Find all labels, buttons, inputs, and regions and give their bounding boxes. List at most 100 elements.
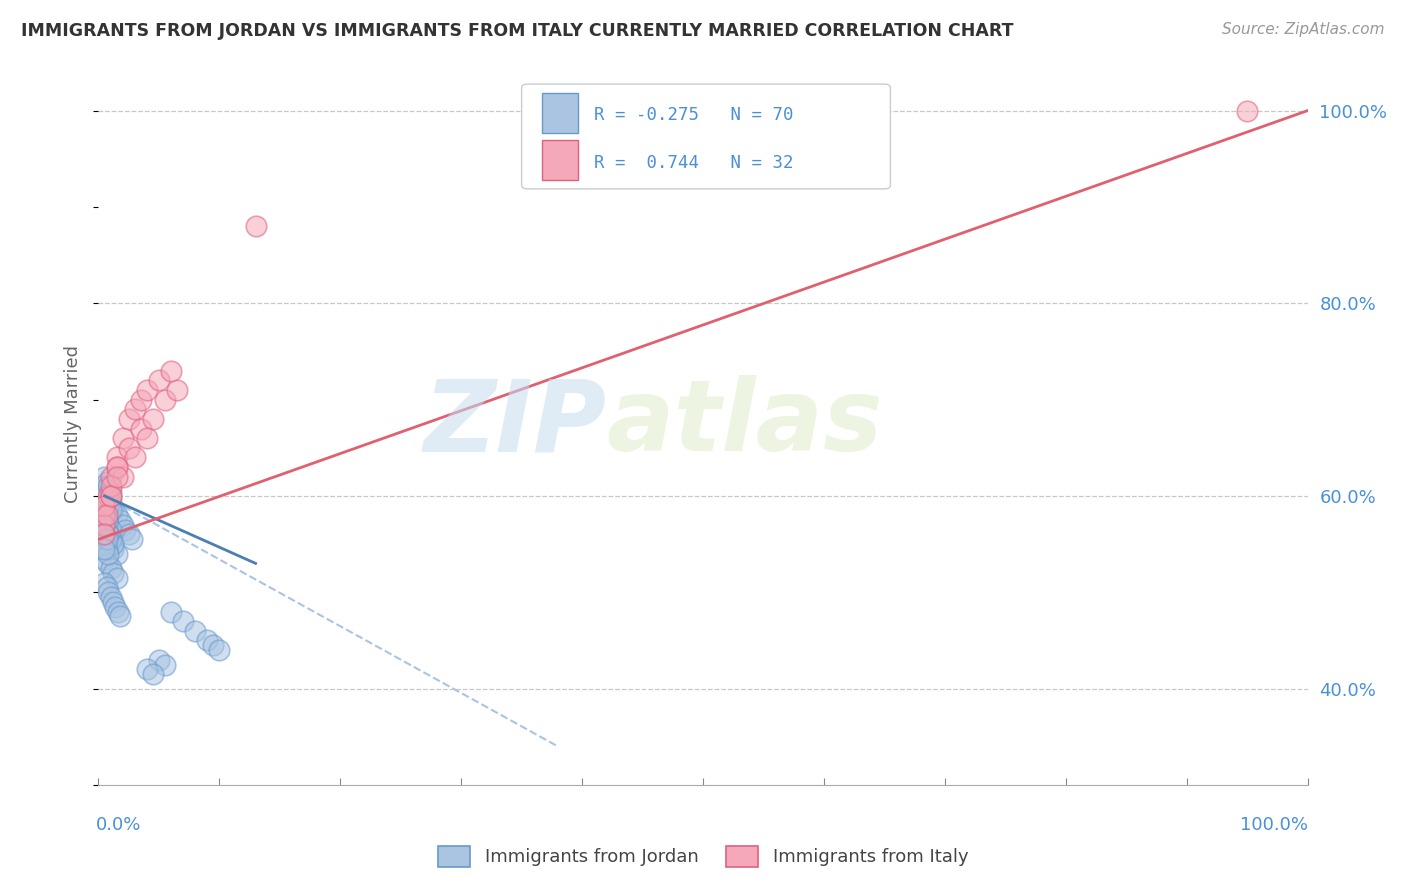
Text: R =  0.744   N = 32: R = 0.744 N = 32 <box>595 154 793 172</box>
Point <box>93 517 115 532</box>
Point <box>97 527 120 541</box>
Point <box>93 575 115 590</box>
Point <box>93 537 115 551</box>
Point <box>135 383 157 397</box>
Point <box>160 364 183 378</box>
Point <box>100 484 122 499</box>
Point <box>97 585 120 599</box>
Point <box>129 421 152 435</box>
Point <box>208 643 231 657</box>
Point <box>1236 103 1258 118</box>
Point <box>114 523 136 537</box>
Point <box>97 508 120 523</box>
Point <box>93 527 115 541</box>
Point <box>93 499 115 513</box>
Legend: Immigrants from Jordan, Immigrants from Italy: Immigrants from Jordan, Immigrants from … <box>430 838 976 874</box>
Point <box>96 581 118 595</box>
Point <box>96 475 118 489</box>
Point <box>93 469 115 483</box>
Point <box>101 503 124 517</box>
Point <box>101 566 124 580</box>
Point <box>142 667 165 681</box>
Point <box>100 537 122 551</box>
Point <box>96 513 118 527</box>
Text: atlas: atlas <box>606 376 883 472</box>
Point <box>96 493 118 508</box>
Point <box>97 517 120 532</box>
Point <box>100 590 122 604</box>
Point <box>100 561 122 575</box>
Text: 100.0%: 100.0% <box>1240 816 1308 834</box>
Point <box>100 493 122 508</box>
Point <box>93 479 115 493</box>
Point <box>96 503 118 517</box>
Point <box>93 527 115 541</box>
Point <box>93 527 115 541</box>
FancyBboxPatch shape <box>522 84 890 189</box>
Text: ZIP: ZIP <box>423 376 606 472</box>
Point <box>96 533 118 547</box>
Point <box>107 605 129 619</box>
Point <box>97 527 120 541</box>
Point <box>184 624 207 638</box>
Point <box>93 499 115 513</box>
Point <box>97 499 120 513</box>
Point <box>172 614 194 628</box>
Point <box>100 489 122 503</box>
Point <box>166 383 188 397</box>
Text: R = -0.275   N = 70: R = -0.275 N = 70 <box>595 106 793 124</box>
Point <box>111 431 134 445</box>
Point <box>105 460 128 475</box>
Point <box>97 489 120 503</box>
Point <box>93 508 115 523</box>
Point <box>105 508 128 523</box>
Point <box>93 508 115 523</box>
Point <box>101 541 124 556</box>
Point <box>245 219 267 234</box>
Point <box>111 517 134 532</box>
Point <box>101 595 124 609</box>
Point <box>129 392 152 407</box>
Y-axis label: Currently Married: Currently Married <box>65 344 83 503</box>
Point <box>96 541 118 556</box>
Point <box>100 479 122 493</box>
Point <box>96 508 118 523</box>
Text: Source: ZipAtlas.com: Source: ZipAtlas.com <box>1222 22 1385 37</box>
Point <box>105 460 128 475</box>
Point <box>100 469 122 483</box>
Point <box>108 609 131 624</box>
Point <box>148 373 170 387</box>
Point <box>104 599 127 614</box>
Point <box>105 469 128 483</box>
Point <box>100 503 122 517</box>
Point <box>105 547 128 561</box>
Point <box>135 431 157 445</box>
Point <box>202 638 225 652</box>
Point <box>100 533 122 547</box>
Point <box>105 450 128 465</box>
Point <box>160 605 183 619</box>
Point <box>121 533 143 547</box>
Point <box>97 533 120 547</box>
Point <box>96 557 118 571</box>
Point <box>118 441 141 455</box>
Point <box>111 469 134 483</box>
Point <box>93 508 115 523</box>
Point <box>96 523 118 537</box>
Point <box>153 392 176 407</box>
Point <box>118 527 141 541</box>
Point <box>93 517 115 532</box>
Point <box>118 412 141 426</box>
Point <box>148 653 170 667</box>
Point <box>124 402 146 417</box>
Point <box>108 513 131 527</box>
Bar <box>543 93 578 133</box>
Bar <box>543 140 578 180</box>
Point <box>101 537 124 551</box>
Point <box>195 633 218 648</box>
Point <box>97 489 120 503</box>
Point <box>105 571 128 585</box>
Point <box>100 523 122 537</box>
Point <box>93 499 115 513</box>
Point <box>96 523 118 537</box>
